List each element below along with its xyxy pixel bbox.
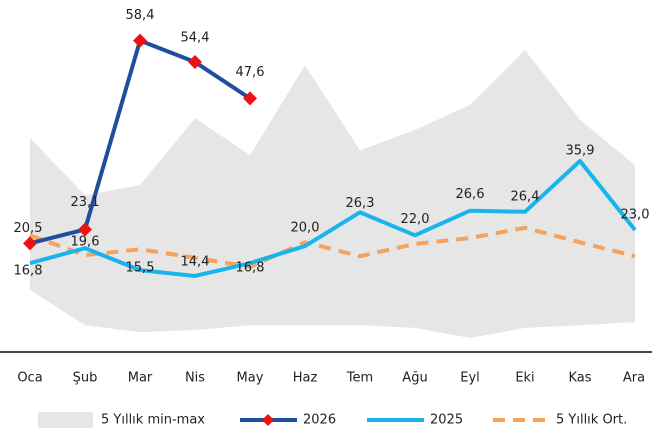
data-label: 14,4 xyxy=(181,254,210,269)
series-line xyxy=(29,158,637,278)
x-tick-label: May xyxy=(237,371,264,386)
average-line xyxy=(29,225,636,269)
data-label: 58,4 xyxy=(126,8,155,23)
x-tick-label: Oca xyxy=(17,371,42,386)
data-label: 47,6 xyxy=(236,65,265,80)
x-tick-label: Ağu xyxy=(402,371,427,386)
data-label: 15,5 xyxy=(126,261,155,276)
data-label: 20,0 xyxy=(291,221,320,236)
x-tick-label: Ara xyxy=(623,371,645,386)
x-tick-label: Şub xyxy=(73,371,98,386)
data-label: 20,5 xyxy=(14,221,43,236)
legend-label: 2025 xyxy=(430,413,463,428)
legend-label: 5 Yıllık Ort. xyxy=(556,413,627,428)
marker xyxy=(188,55,202,70)
marker xyxy=(243,91,257,106)
data-label: 23,0 xyxy=(621,207,650,222)
x-tick-label: Haz xyxy=(293,371,318,386)
data-label: 22,0 xyxy=(401,212,430,227)
data-label: 26,6 xyxy=(456,187,485,202)
legend-marker xyxy=(262,414,274,426)
x-tick-label: Eki xyxy=(515,371,534,386)
data-label: 16,8 xyxy=(236,261,265,276)
x-tick-label: Nis xyxy=(185,371,205,386)
data-label: 26,3 xyxy=(346,196,375,211)
legend-label: 2026 xyxy=(303,413,336,428)
x-tick-label: Mar xyxy=(128,371,153,386)
legend-label: 5 Yıllık min-max xyxy=(101,413,205,428)
data-label: 26,4 xyxy=(511,189,540,204)
x-tick-label: Tem xyxy=(346,371,373,386)
data-label: 16,8 xyxy=(14,264,43,279)
legend-swatch xyxy=(38,412,93,428)
data-label: 54,4 xyxy=(181,31,210,46)
x-tick-label: Eyl xyxy=(460,371,480,386)
data-label: 35,9 xyxy=(566,143,595,158)
marker xyxy=(78,222,92,237)
marker xyxy=(23,236,37,251)
min-max-area xyxy=(30,50,635,339)
data-label: 19,6 xyxy=(71,235,100,250)
data-label: 23,1 xyxy=(71,195,100,210)
marker xyxy=(133,33,147,48)
x-tick-label: Kas xyxy=(568,371,591,386)
